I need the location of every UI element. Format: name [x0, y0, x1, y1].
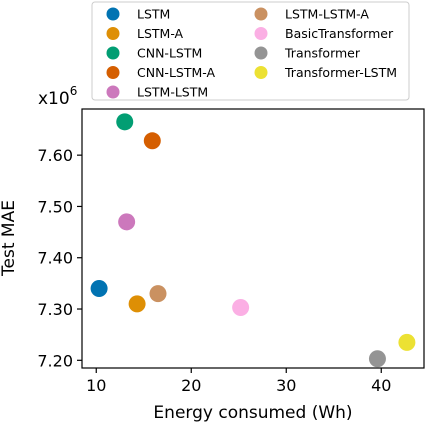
y-tick-label: 7.20: [37, 351, 73, 370]
data-point-lstm-a: [128, 295, 146, 313]
legend-label: LSTM-LSTM-A: [285, 7, 369, 22]
y-tick-label: 7.40: [37, 249, 73, 268]
legend-marker: [254, 27, 268, 40]
legend-label: CNN-LSTM-A: [137, 65, 215, 80]
data-point-transformer-lstm: [398, 333, 416, 351]
data-point-lstm: [90, 280, 108, 298]
y-axis-label: Test MAE: [0, 200, 19, 277]
legend-marker: [106, 27, 120, 40]
legend-label: LSTM-LSTM: [137, 85, 208, 100]
plot-area: [81, 108, 425, 369]
legend-marker: [106, 66, 120, 79]
x-axis-label: Energy consumed (Wh): [153, 403, 352, 423]
legend-label: Transformer-LSTM: [284, 65, 397, 80]
legend-marker: [106, 7, 120, 21]
legend-marker: [254, 7, 268, 21]
data-point-basictransformer: [232, 298, 250, 316]
data-point-lstm-lstm: [118, 213, 136, 231]
legend-marker: [106, 46, 120, 60]
legend-item: Transformer: [254, 46, 361, 61]
y-axis-multiplier-exponent: 6: [70, 84, 78, 98]
x-tick-label: 10: [86, 376, 106, 395]
data-point-cnn-lstm: [116, 113, 134, 131]
legend-item: CNN-LSTM: [106, 46, 202, 61]
legend-marker: [254, 46, 268, 60]
legend-item: LSTM-A: [106, 26, 184, 41]
y-axis-multiplier: x106: [38, 84, 77, 109]
data-point-cnn-lstm-a: [143, 132, 161, 150]
legend-frame: [91, 1, 410, 101]
legend-label: BasicTransformer: [285, 26, 394, 41]
data-point-transformer: [368, 350, 386, 368]
x-tick-label: 30: [276, 376, 296, 395]
legend-label: LSTM-A: [137, 26, 184, 41]
y-axis-ticks: 7.20 7.30 7.40 7.50 7.60: [37, 146, 82, 370]
x-tick-label: 40: [371, 376, 391, 395]
legend-marker: [106, 85, 120, 99]
legend: LSTM LSTM-A CNN-LSTM CNN-LSTM-A LSTM-LSTM LST…: [91, 1, 410, 101]
legend-marker: [254, 66, 268, 79]
legend-label: LSTM: [137, 7, 170, 22]
legend-item: LSTM-LSTM-A: [254, 7, 369, 22]
legend-item: BasicTransformer: [254, 26, 394, 41]
legend-label: CNN-LSTM: [137, 46, 202, 61]
y-tick-label: 7.50: [37, 197, 73, 216]
legend-item: CNN-LSTM-A: [106, 65, 215, 80]
y-tick-label: 7.60: [37, 146, 73, 165]
data-points: [90, 113, 416, 368]
legend-item: Transformer-LSTM: [254, 65, 397, 80]
y-tick-label: 7.30: [37, 300, 73, 319]
x-axis-ticks: 10 20 30 40: [86, 368, 391, 395]
x-tick-label: 20: [181, 376, 201, 395]
legend-item: LSTM-LSTM: [106, 85, 208, 100]
data-point-lstm-lstm-a: [149, 285, 167, 303]
legend-label: Transformer: [284, 46, 361, 61]
legend-item: LSTM: [106, 7, 170, 22]
